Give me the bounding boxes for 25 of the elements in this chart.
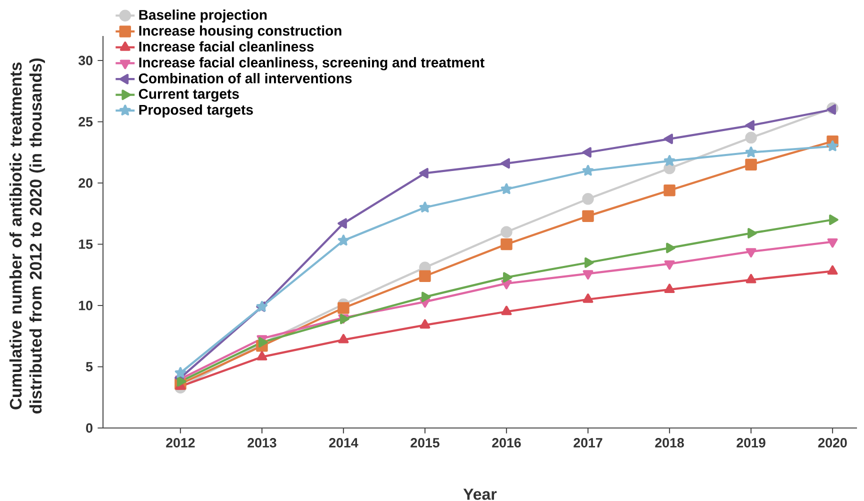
legend-label: Increase housing construction <box>139 25 342 39</box>
x-tick-label: 2020 <box>818 438 847 448</box>
x-tick-label: 2018 <box>655 438 684 448</box>
x-tick-label: 2019 <box>736 438 766 448</box>
x-axis-title: Year <box>463 488 497 500</box>
legend-label: Current targets <box>138 88 239 102</box>
x-tick-label: 2016 <box>492 438 521 448</box>
y-tick-label: 30 <box>78 56 92 66</box>
x-tick-label: 2012 <box>166 438 195 448</box>
x-tick-label: 2015 <box>410 438 440 448</box>
y-tick-label: 10 <box>78 300 92 310</box>
x-tick-label: 2014 <box>329 438 358 448</box>
legend-label: Proposed targets <box>139 104 253 118</box>
y-tick-label: 15 <box>78 240 93 249</box>
y-tick-label: 20 <box>78 178 92 188</box>
legend-label: Baseline projection <box>139 10 267 23</box>
legend-label: Increase facial cleanliness, screening and treatment <box>139 57 484 70</box>
x-tick-label: 2013 <box>248 438 276 448</box>
y-tick-label: 0 <box>86 423 92 433</box>
y-tick-label: 5 <box>86 362 93 372</box>
legend-label: Combination of all interventions <box>138 73 352 84</box>
y-tick-label: 25 <box>78 117 93 126</box>
x-tick-label: 2017 <box>574 438 602 448</box>
y-axis-title: Cumulative number of antibiotic treatments distributed from 2012 to 2020 (in thousands) <box>9 58 45 414</box>
legend-label: Increase facial cleanliness <box>139 41 314 52</box>
